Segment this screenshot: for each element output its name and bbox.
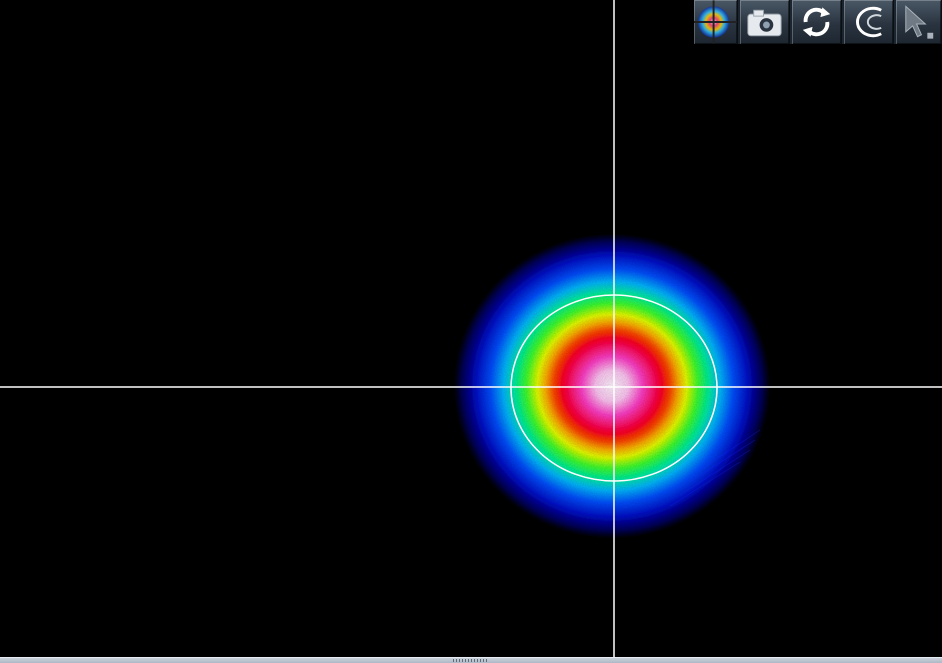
- panel-splitter[interactable]: [0, 657, 942, 663]
- ellipse-icon: [856, 6, 882, 38]
- beam-profile-icon: [694, 0, 738, 44]
- refresh-icon: [802, 7, 831, 37]
- beam-fringes: [669, 429, 761, 507]
- pointer-tool-button[interactable]: [895, 0, 942, 44]
- camera-icon: [747, 9, 782, 37]
- ellipse-tool-button[interactable]: [843, 0, 894, 44]
- beam-spot: [450, 230, 774, 542]
- refresh-button[interactable]: [792, 0, 842, 44]
- splitter-grip[interactable]: [453, 659, 489, 662]
- beam-profile-view-button[interactable]: [694, 0, 739, 44]
- view-toolbar: [694, 0, 942, 44]
- pointer-icon: [905, 5, 934, 39]
- snapshot-button[interactable]: [740, 0, 791, 44]
